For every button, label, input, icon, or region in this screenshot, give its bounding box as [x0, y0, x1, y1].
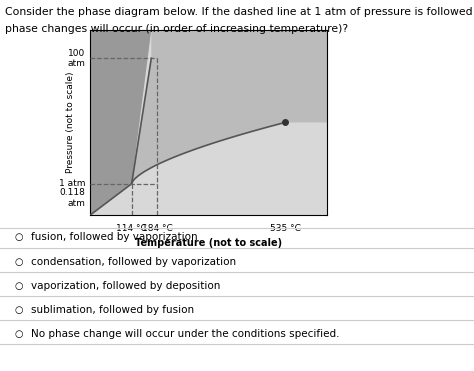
Text: No phase change will occur under the conditions specified.: No phase change will occur under the con…: [31, 329, 339, 339]
Text: vaporization, followed by deposition: vaporization, followed by deposition: [31, 281, 220, 290]
Text: 0.118
atm: 0.118 atm: [60, 188, 86, 208]
Text: ○: ○: [14, 329, 23, 339]
Polygon shape: [90, 30, 151, 215]
Text: sublimation, followed by fusion: sublimation, followed by fusion: [31, 305, 194, 315]
Text: Temperature (not to scale): Temperature (not to scale): [135, 238, 282, 248]
Text: Pressure (not to scale): Pressure (not to scale): [65, 72, 74, 173]
Text: ○: ○: [14, 233, 23, 242]
Text: fusion, followed by vaporization: fusion, followed by vaporization: [31, 233, 198, 242]
Text: 535 °C: 535 °C: [270, 224, 301, 233]
Text: phase changes will occur (in order of increasing temperature)?: phase changes will occur (in order of in…: [5, 24, 348, 34]
Text: 100
atm: 100 atm: [68, 49, 86, 68]
Text: 184 °C: 184 °C: [142, 224, 173, 233]
Text: ○: ○: [14, 257, 23, 266]
Text: 1 atm: 1 atm: [59, 179, 86, 188]
Polygon shape: [132, 30, 327, 184]
Text: 114 °C: 114 °C: [116, 224, 147, 233]
Text: ○: ○: [14, 281, 23, 290]
Text: Consider the phase diagram below. If the dashed line at 1 atm of pressure is fol: Consider the phase diagram below. If the…: [5, 7, 474, 17]
Text: condensation, followed by vaporization: condensation, followed by vaporization: [31, 257, 236, 266]
Text: ○: ○: [14, 305, 23, 315]
